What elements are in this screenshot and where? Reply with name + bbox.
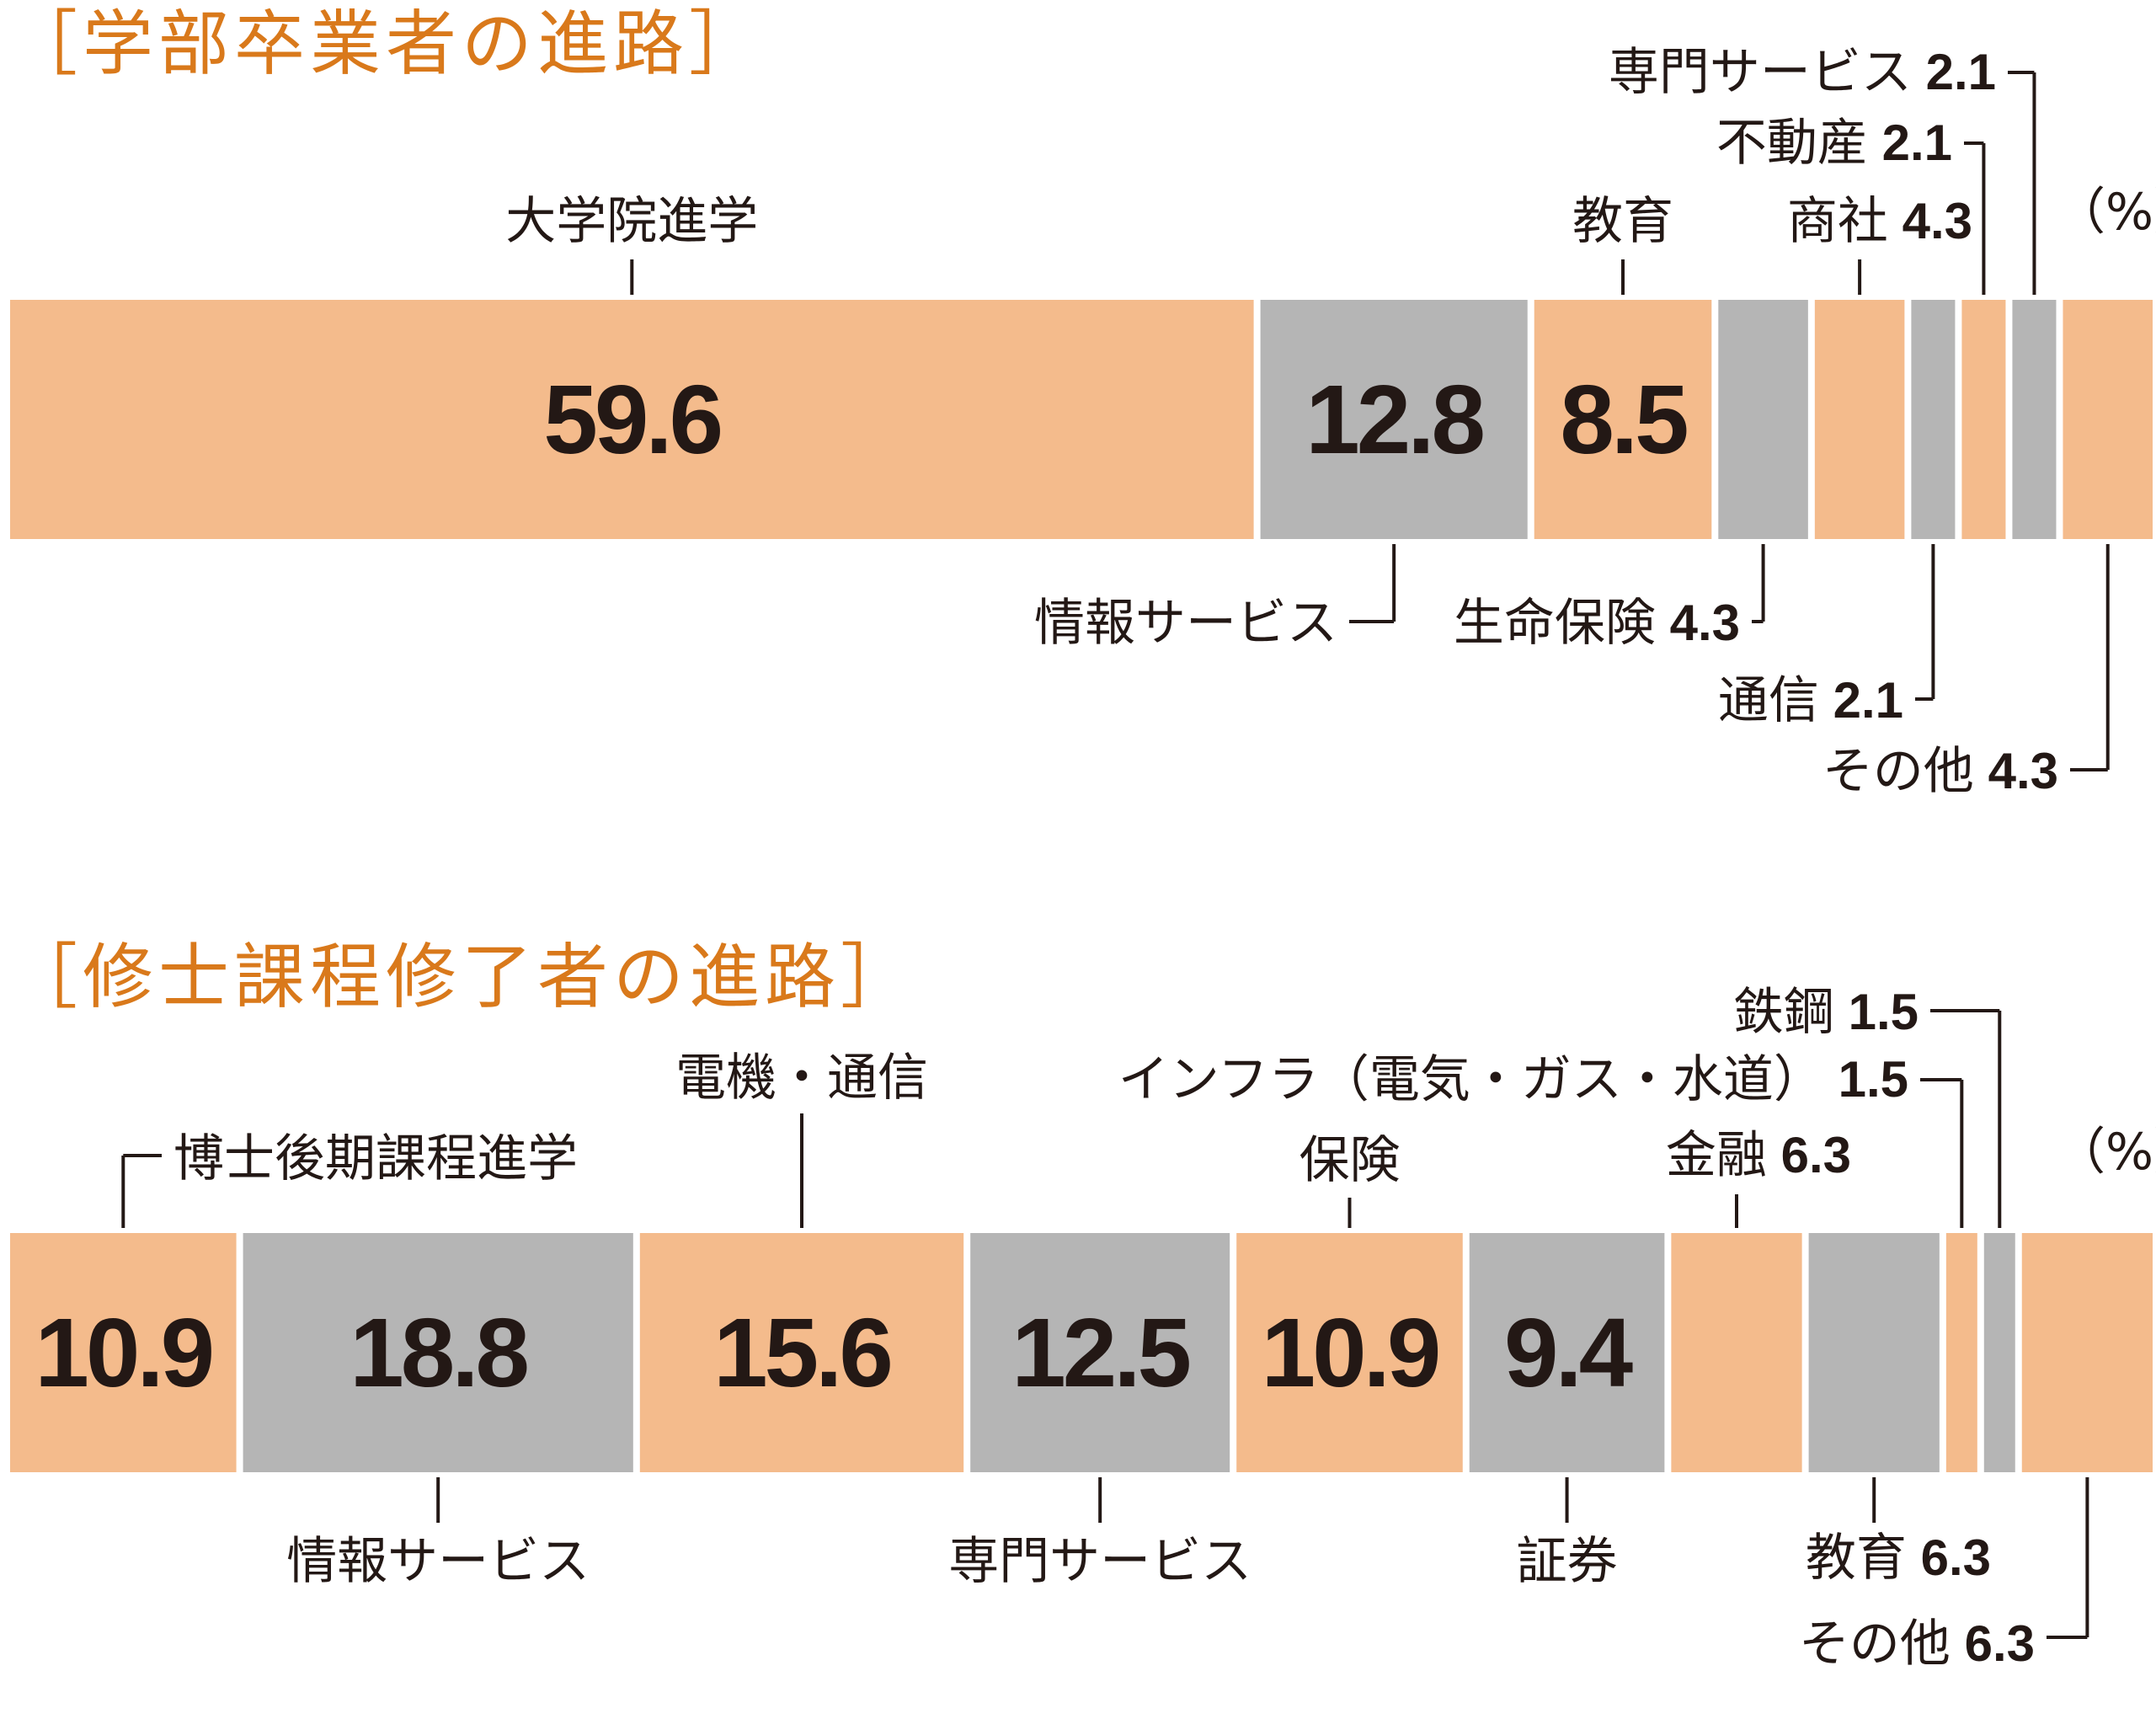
- segment-value-label: 10.9: [35, 1298, 211, 1407]
- unit-label-masters: （%）: [2055, 1123, 2156, 1182]
- bar-segment: [1671, 1233, 1802, 1472]
- callout-label: 保険: [1299, 1131, 1400, 1190]
- bar-segment: [1469, 1233, 1665, 1472]
- callout-label: 証券: [1517, 1532, 1618, 1591]
- callout-label: 不動産 2.1: [1716, 114, 1952, 173]
- bar-segment: [243, 1233, 633, 1472]
- callout-label: 通信 2.1: [1718, 671, 1903, 730]
- callout-label: 電機・通信: [675, 1049, 928, 1108]
- bar-segment: [2021, 1233, 2153, 1472]
- bar-segment: [1961, 300, 2006, 539]
- bar-segment: [1911, 300, 1956, 539]
- callout-label: 博士後期課程進学: [173, 1129, 578, 1188]
- callout-label: 情報サービス: [286, 1532, 590, 1591]
- callout-label: その他 6.3: [1799, 1615, 2035, 1674]
- segment-value-label: 18.8: [350, 1298, 526, 1407]
- chart-title-undergraduate: ［学部卒業者の進路］: [7, 3, 766, 85]
- bar-segment: [1808, 1233, 1940, 1472]
- callout-label: 鉄鋼 1.5: [1733, 983, 1919, 1042]
- callout-label: 情報サービス: [1034, 594, 1337, 653]
- segment-value-label: 8.5: [1560, 365, 1687, 474]
- bar-segment: [2063, 300, 2153, 539]
- bar-segment: [1983, 1233, 2015, 1472]
- callout-label: 専門サービス 2.1: [1609, 43, 1996, 102]
- bar-segment: [1260, 300, 1528, 539]
- callout-label: 教育: [1572, 192, 1673, 251]
- segment-value-label: 59.6: [543, 365, 720, 474]
- segment-value-label: 12.5: [1011, 1298, 1189, 1407]
- segment-value-label: 9.4: [1504, 1298, 1633, 1407]
- segment-value-label: 12.8: [1305, 365, 1482, 474]
- callout-label: 生命保険 4.3: [1454, 594, 1740, 653]
- bar-segment: [970, 1233, 1230, 1472]
- bar-segment: [1534, 300, 1712, 539]
- bar-segment: [1236, 1233, 1463, 1472]
- bar-segment: [1718, 300, 1808, 539]
- callout-label: 大学院進学: [505, 192, 758, 251]
- callout-label: 商社 4.3: [1787, 192, 1972, 251]
- callout-label: その他 4.3: [1822, 742, 2058, 801]
- bar-segment: [639, 1233, 964, 1472]
- callout-label: インフラ（電気・ガス・水道） 1.5: [1118, 1050, 1908, 1109]
- callout-label: 教育 6.3: [1806, 1529, 1991, 1588]
- segment-value-label: 10.9: [1262, 1298, 1438, 1407]
- callout-label: 専門サービス: [948, 1532, 1251, 1591]
- chart-title-masters: ［修士課程修了者の進路］: [7, 936, 917, 1018]
- bar-segment: [2012, 300, 2057, 539]
- bar-segment: [10, 300, 1254, 539]
- unit-label-undergraduate: （%）: [2055, 183, 2156, 242]
- callout-label: 金融 6.3: [1666, 1126, 1851, 1185]
- bar-segment: [1814, 300, 1905, 539]
- bar-segment: [1945, 1233, 1977, 1472]
- segment-value-label: 15.6: [713, 1298, 890, 1407]
- bar-segment: [10, 1233, 237, 1472]
